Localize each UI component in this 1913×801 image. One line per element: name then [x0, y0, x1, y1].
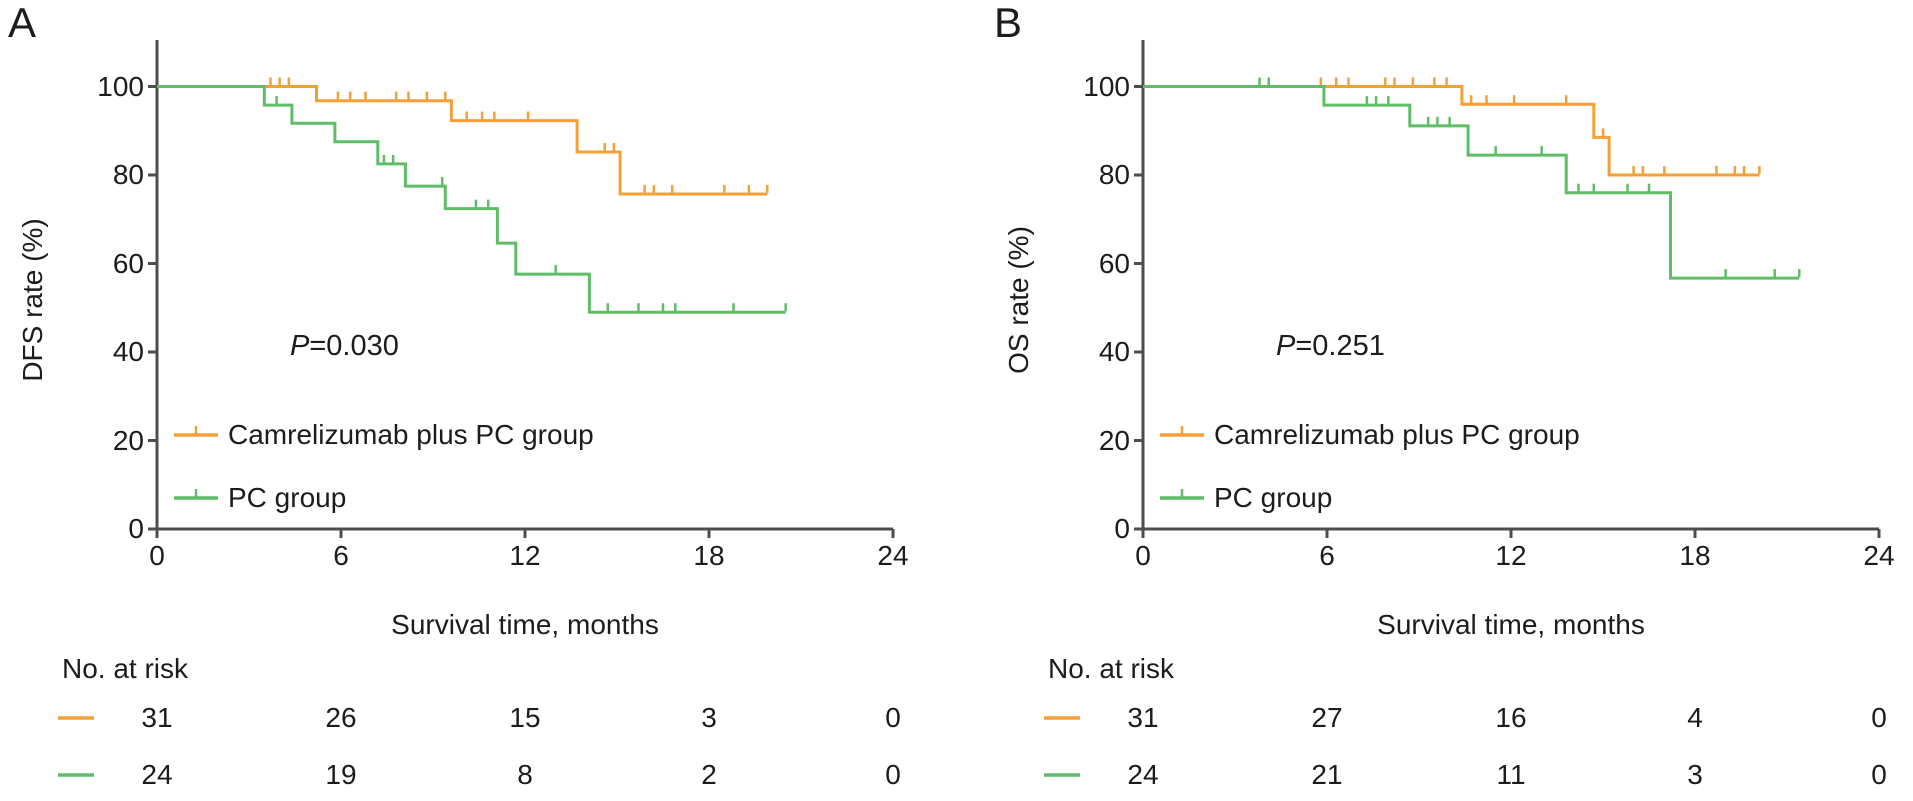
risk-count: 11: [1496, 759, 1526, 790]
p-value-text: =0.251: [1295, 330, 1385, 362]
y-axis-title: OS rate (%): [1003, 226, 1034, 374]
risk-table-header: No. at risk: [1048, 653, 1175, 684]
panel-letter: B: [994, 0, 1023, 46]
risk-count: 27: [1311, 702, 1343, 733]
y-tick-label: 80: [1098, 159, 1130, 190]
x-tick-label: 12: [509, 540, 541, 571]
risk-count: 0: [885, 702, 901, 733]
risk-count: 26: [325, 702, 357, 733]
y-tick-label: 0: [1114, 513, 1130, 544]
y-tick-label: 60: [1098, 247, 1130, 279]
x-axis-title: Survival time, months: [1377, 609, 1645, 640]
p-symbol: P: [290, 330, 310, 362]
legend-label: Camrelizumab plus PC group: [228, 419, 594, 450]
risk-count: 0: [1871, 759, 1887, 790]
x-tick-label: 0: [149, 540, 165, 571]
risk-count: 31: [1127, 702, 1159, 733]
risk-count: 0: [885, 759, 901, 790]
legend-label: PC group: [228, 482, 347, 513]
y-tick-label: 0: [128, 513, 144, 544]
risk-count: 0: [1871, 702, 1887, 733]
x-tick-label: 18: [1679, 540, 1711, 571]
risk-count: 15: [509, 702, 541, 733]
risk-count: 24: [141, 759, 173, 790]
risk-count: 3: [701, 702, 717, 733]
km-curve-treatment: [1143, 85, 1760, 177]
y-tick-label: 60: [112, 247, 144, 279]
risk-count: 3: [1687, 759, 1703, 790]
panel-letter: A: [8, 0, 37, 46]
x-tick-label: 6: [333, 540, 349, 571]
y-tick-label: 40: [112, 336, 144, 367]
x-tick-label: 24: [1863, 540, 1895, 571]
km-curve-control: [157, 85, 786, 314]
y-tick-label: 80: [112, 159, 144, 190]
p-symbol: P: [1276, 330, 1296, 362]
y-tick-label: 100: [97, 70, 144, 102]
risk-count: 19: [325, 759, 357, 790]
risk-count: 24: [1127, 759, 1159, 790]
x-tick-label: 0: [1135, 540, 1151, 571]
y-tick-label: 20: [1098, 424, 1130, 456]
p-value-text: =0.030: [309, 330, 399, 362]
km-curve-treatment: [157, 85, 768, 196]
risk-count: 21: [1311, 759, 1343, 790]
y-axis-title: DFS rate (%): [17, 218, 48, 382]
km-curve-control: [1143, 85, 1800, 280]
x-tick-label: 12: [1495, 540, 1527, 571]
y-tick-label: 40: [1098, 336, 1130, 367]
x-tick-label: 24: [877, 540, 909, 571]
p-value-annotation: P=0.251: [1276, 331, 1385, 361]
x-axis-title: Survival time, months: [391, 609, 659, 640]
y-tick-label: 20: [112, 424, 144, 456]
x-tick-label: 6: [1319, 540, 1335, 571]
legend-label: PC group: [1214, 482, 1333, 513]
y-tick-label: 100: [1083, 70, 1130, 102]
risk-count: 8: [517, 759, 533, 790]
risk-count: 16: [1495, 702, 1527, 733]
risk-count: 4: [1687, 702, 1703, 733]
risk-count: 2: [701, 759, 717, 790]
p-value-annotation: P=0.030: [290, 331, 399, 361]
legend-label: Camrelizumab plus PC group: [1214, 419, 1580, 450]
risk-count: 31: [141, 702, 173, 733]
x-tick-label: 18: [693, 540, 725, 571]
risk-table-header: No. at risk: [62, 653, 189, 684]
